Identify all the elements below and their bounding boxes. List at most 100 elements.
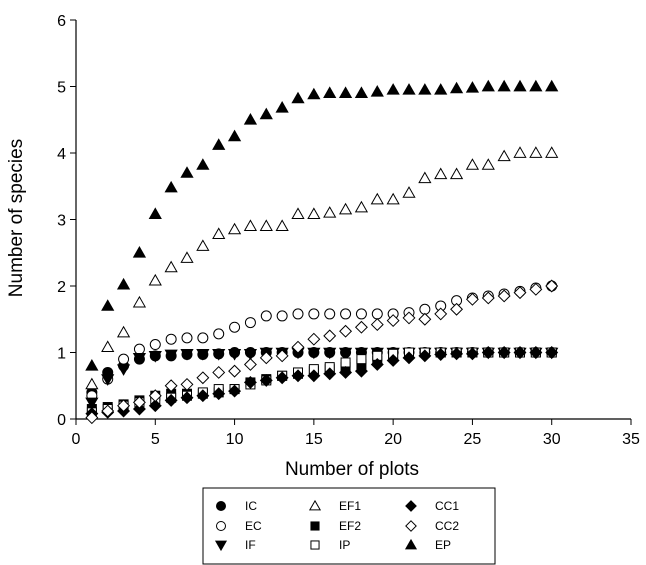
data-point-ep [196, 158, 210, 170]
data-point-ef1 [291, 207, 305, 219]
data-point-cc1 [148, 399, 162, 413]
data-point-ep [227, 129, 242, 142]
data-point-ef1 [101, 340, 115, 352]
data-point-ec [419, 303, 431, 315]
x-tick-label: 30 [543, 431, 561, 448]
x-tick-label: 10 [226, 431, 244, 448]
data-point-ec [244, 317, 256, 329]
data-point-cc1 [243, 375, 257, 389]
data-point-if [101, 374, 115, 386]
data-point-ef1 [164, 260, 178, 273]
data-point-if [243, 349, 258, 361]
data-point-ep [116, 277, 131, 290]
data-point-ec [181, 332, 193, 344]
data-point-ef1 [307, 207, 321, 219]
data-point-ef1 [386, 192, 400, 205]
data-point-ep [291, 91, 305, 104]
data-point-if [227, 349, 242, 361]
data-point-cc2 [354, 320, 368, 334]
data-point-cc2 [386, 314, 400, 328]
data-point-cc1 [132, 402, 146, 416]
y-tick-label: 3 [57, 213, 66, 230]
legend-marker-ip [310, 540, 320, 550]
data-point-ef1 [212, 227, 226, 239]
data-point-ef1 [497, 149, 511, 162]
data-point-cc1 [212, 387, 226, 401]
data-point-ef1 [148, 273, 162, 286]
legend-marker-if [214, 540, 228, 552]
data-point-cc1 [481, 346, 495, 359]
data-point-ep [449, 81, 464, 94]
data-point-ep [307, 87, 321, 100]
data-point-cc1 [228, 384, 242, 398]
data-point-cc2 [259, 351, 273, 365]
data-point-cc2 [164, 379, 178, 393]
data-point-if [338, 347, 353, 360]
data-point-cc1 [465, 347, 479, 361]
data-point-cc1 [434, 348, 448, 361]
data-point-ep [386, 83, 400, 95]
data-point-ep [497, 79, 511, 92]
legend: IC EC IF EF1 EF2 IP CC1 CC2 EP [202, 487, 496, 565]
data-point-ec [276, 310, 288, 322]
data-point-cc2 [402, 311, 416, 325]
data-point-cc2 [434, 307, 448, 321]
y-tick-label: 6 [57, 13, 66, 30]
data-point-ef1 [196, 239, 210, 251]
data-point-cc2 [212, 365, 226, 379]
legend-marker-cc1 [405, 500, 417, 512]
data-point-cc2 [307, 332, 321, 346]
data-point-ef1 [243, 219, 258, 231]
data-point-if [180, 349, 194, 361]
data-point-cc1 [180, 391, 194, 405]
data-point-cc2 [513, 286, 527, 300]
x-tick-label: 0 [72, 431, 81, 448]
data-point-if [148, 351, 162, 363]
data-point-cc2 [529, 282, 543, 296]
data-point-cc2 [370, 318, 384, 332]
data-point-cc1 [529, 346, 543, 359]
data-point-ef1 [180, 251, 194, 263]
data-point-ef1 [354, 200, 369, 213]
data-point-ip [340, 357, 351, 368]
data-point-cc1 [354, 364, 368, 378]
series-cc2 [85, 279, 559, 425]
data-point-ep [370, 85, 384, 97]
x-tick-label: 5 [151, 431, 160, 448]
legend-marker-ef2 [310, 521, 320, 531]
data-point-ep [513, 79, 527, 92]
data-point-cc2 [275, 349, 289, 363]
data-point-cc2 [132, 395, 146, 409]
data-point-cc1 [513, 346, 527, 359]
data-point-ep [275, 101, 289, 113]
data-point-ef1 [418, 171, 432, 184]
data-point-cc1 [307, 369, 321, 383]
data-point-cc1 [418, 349, 432, 363]
data-point-ef1 [529, 146, 543, 158]
data-point-ef1 [323, 206, 337, 218]
data-point-ep [243, 112, 258, 125]
data-point-ep [101, 299, 115, 311]
series-ef1 [85, 146, 559, 390]
legend-box [202, 487, 496, 565]
data-point-if [323, 347, 337, 360]
data-point-cc2 [196, 371, 210, 385]
data-point-ec [260, 310, 272, 322]
data-point-cc1 [386, 354, 400, 367]
data-point-cc2 [291, 340, 305, 354]
legend-label-ef2: EF2 [339, 519, 361, 533]
data-point-cc1 [164, 393, 178, 407]
data-point-cc2 [481, 291, 495, 305]
data-point-cc1 [497, 346, 511, 359]
data-point-cc1 [323, 367, 337, 381]
data-point-cc2 [180, 377, 194, 391]
legend-label-ic: IC [245, 499, 257, 513]
data-point-cc1 [545, 346, 559, 359]
data-point-ec [197, 332, 209, 344]
data-point-cc2 [465, 292, 479, 306]
data-point-cc1 [259, 373, 273, 387]
data-point-cc2 [418, 312, 432, 326]
data-point-ef1 [85, 377, 99, 390]
data-point-cc2 [339, 324, 353, 338]
